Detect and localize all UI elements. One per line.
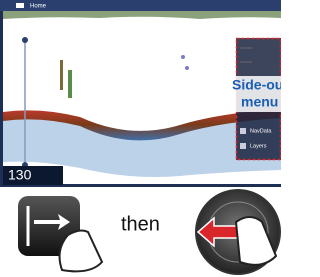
echo xyxy=(68,70,72,98)
callout-label: Side-ou xyxy=(232,77,281,93)
menu-icon xyxy=(240,128,246,134)
menu-item[interactable]: NavData xyxy=(250,128,272,134)
screen-title: Home xyxy=(30,4,47,10)
page: Home 130 NavData Layers Side-ou menu the… xyxy=(0,0,281,277)
scale-handle xyxy=(22,37,28,43)
fish-echo xyxy=(181,55,185,59)
depth-value: 130 xyxy=(8,167,32,183)
callout-label: menu xyxy=(241,94,278,110)
home-icon xyxy=(16,3,24,8)
echo xyxy=(60,60,63,90)
fish-echo xyxy=(185,66,189,70)
illustration: Home 130 NavData Layers Side-ou menu the… xyxy=(0,0,281,277)
menu-icon xyxy=(240,143,246,149)
connector-text: then xyxy=(121,213,160,235)
hand xyxy=(60,231,102,272)
menu-item[interactable]: Layers xyxy=(250,143,267,149)
